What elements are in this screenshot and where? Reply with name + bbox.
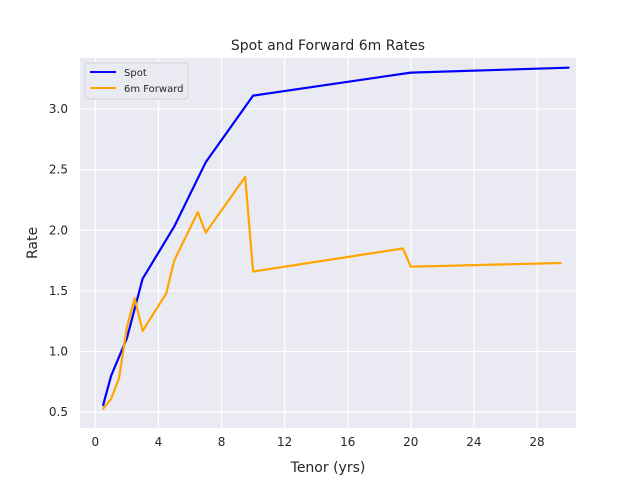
x-tick-label: 28	[529, 435, 544, 449]
series-line-forward	[102, 175, 562, 410]
x-tick-label: 0	[91, 435, 99, 449]
y-tick-label: 2.0	[49, 223, 68, 237]
x-grid	[94, 58, 538, 428]
legend-label-forward: 6m Forward	[124, 84, 184, 95]
x-tick-label: 16	[340, 435, 355, 449]
y-grid	[80, 108, 576, 413]
series-line-spot	[102, 66, 570, 407]
x-axis-label: Tenor (yrs)	[290, 460, 366, 476]
y-tick-label: 2.5	[49, 163, 68, 177]
y-tick-label: 3.0	[49, 102, 68, 116]
y-axis-label: Rate	[25, 227, 41, 259]
y-tick-labels: 0.5 1.0 1.5 2.0 2.5 3.0	[49, 102, 68, 419]
x-tick-labels: 0 4 8 12 16 20 24 28	[91, 435, 544, 449]
x-tick-label: 24	[466, 435, 481, 449]
x-tick-label: 12	[277, 435, 292, 449]
y-tick-label: 0.5	[49, 405, 68, 419]
chart-title: Spot and Forward 6m Rates	[231, 38, 425, 54]
legend: Spot 6m Forward	[84, 62, 189, 100]
y-tick-label: 1.5	[49, 284, 68, 298]
x-tick-label: 8	[218, 435, 226, 449]
y-tick-label: 1.0	[49, 345, 68, 359]
legend-label-spot: Spot	[124, 68, 147, 79]
x-tick-label: 4	[155, 435, 163, 449]
x-tick-label: 20	[403, 435, 418, 449]
plot-area	[80, 58, 576, 428]
series-layer	[102, 66, 570, 410]
